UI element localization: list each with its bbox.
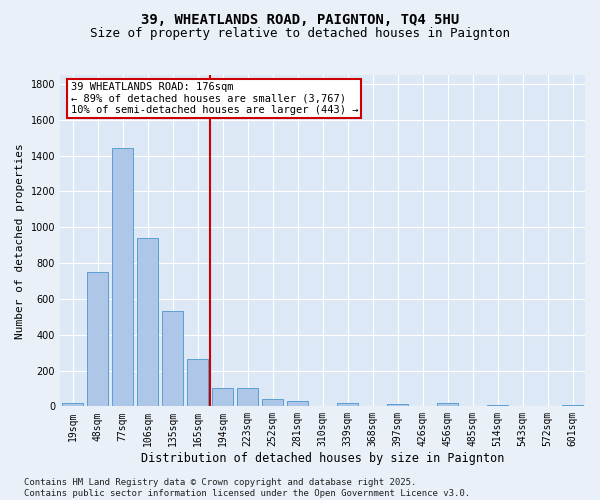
Bar bbox=[162, 310, 183, 406]
Bar bbox=[562, 404, 583, 406]
Bar bbox=[437, 403, 458, 406]
Text: Contains HM Land Registry data © Crown copyright and database right 2025.
Contai: Contains HM Land Registry data © Crown c… bbox=[24, 478, 470, 498]
Bar bbox=[287, 401, 308, 406]
Bar bbox=[387, 404, 408, 406]
Bar bbox=[112, 148, 133, 406]
Bar bbox=[212, 388, 233, 406]
Text: Size of property relative to detached houses in Paignton: Size of property relative to detached ho… bbox=[90, 28, 510, 40]
Bar bbox=[487, 404, 508, 406]
Bar bbox=[62, 403, 83, 406]
Bar bbox=[262, 399, 283, 406]
Bar bbox=[337, 403, 358, 406]
X-axis label: Distribution of detached houses by size in Paignton: Distribution of detached houses by size … bbox=[141, 452, 504, 465]
Bar bbox=[137, 238, 158, 406]
Y-axis label: Number of detached properties: Number of detached properties bbox=[15, 143, 25, 338]
Bar bbox=[187, 359, 208, 406]
Text: 39, WHEATLANDS ROAD, PAIGNTON, TQ4 5HU: 39, WHEATLANDS ROAD, PAIGNTON, TQ4 5HU bbox=[141, 12, 459, 26]
Bar bbox=[87, 272, 108, 406]
Text: 39 WHEATLANDS ROAD: 176sqm
← 89% of detached houses are smaller (3,767)
10% of s: 39 WHEATLANDS ROAD: 176sqm ← 89% of deta… bbox=[71, 82, 358, 115]
Bar bbox=[237, 388, 258, 406]
